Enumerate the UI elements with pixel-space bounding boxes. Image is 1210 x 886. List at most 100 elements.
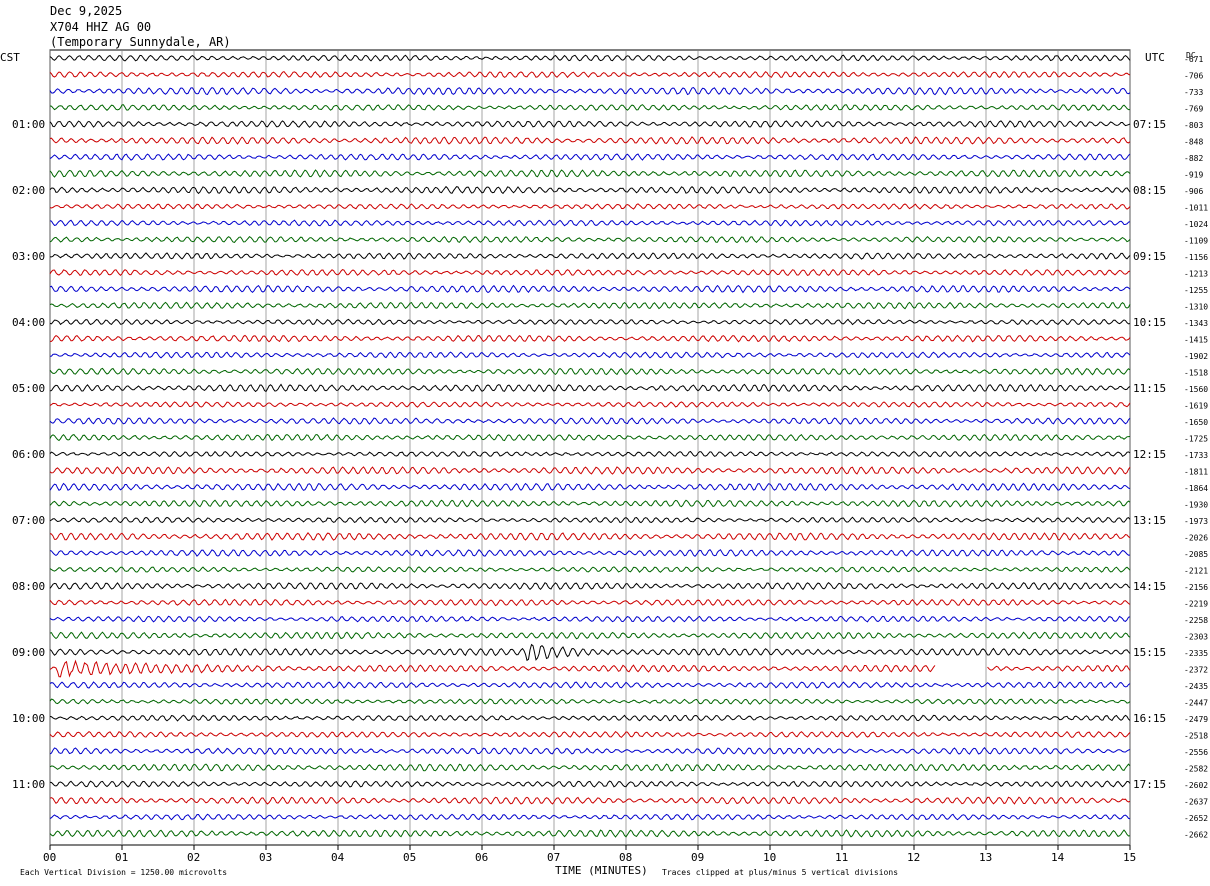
dc-offset-36: -2335 [1184,649,1208,658]
trace-16 [49,318,1131,326]
x-tick-label-12: 12 [907,851,920,864]
x-tick-label-00: 00 [43,851,56,864]
dc-offset-8: -906 [1184,187,1203,196]
dc-offset-12: -1156 [1184,253,1208,262]
trace-8 [49,185,1131,195]
scale-note: Each Vertical Division = 1250.00 microvo… [20,868,227,877]
trace-10 [49,219,1131,227]
trace-19 [49,367,1131,376]
left-hour-label-9: 10:00 [12,712,45,725]
dc-offset-45: -2637 [1184,798,1208,807]
x-tick-label-03: 03 [259,851,272,864]
dc-offset-2: -733 [1184,88,1203,97]
trace-37 [49,659,1131,678]
trace-15 [49,301,1131,310]
trace-46 [49,813,1131,821]
dc-offset-41: -2518 [1184,732,1208,741]
dc-offset-30: -2085 [1184,550,1208,559]
dc-offset-13: -1213 [1184,270,1208,279]
right-hour-label-4: 11:15 [1133,382,1166,395]
dc-offset-20: -1560 [1184,385,1208,394]
x-tick-label-02: 02 [187,851,200,864]
right-hour-label-5: 12:15 [1133,448,1166,461]
dc-offset-39: -2447 [1184,699,1208,708]
x-tick-label-07: 07 [547,851,560,864]
dc-offset-11: -1109 [1184,237,1208,246]
trace-42 [49,747,1131,755]
dc-offset-33: -2219 [1184,600,1208,609]
right-hour-label-6: 13:15 [1133,514,1166,527]
trace-29 [49,531,1131,542]
left-hour-label-7: 08:00 [12,580,45,593]
x-tick-label-15: 15 [1123,851,1136,864]
dc-offset-47: -2662 [1184,831,1208,840]
trace-17 [50,334,1131,343]
dc-offset-34: -2258 [1184,616,1208,625]
dc-offset-15: -1310 [1184,303,1208,312]
dc-offset-27: -1930 [1184,501,1208,510]
dc-offset-10: -1024 [1184,220,1208,229]
trace-28 [49,516,1131,524]
dc-offset-1: -706 [1184,72,1203,81]
x-tick-label-04: 04 [331,851,345,864]
dc-offset-25: -1811 [1184,468,1208,477]
trace-1 [49,70,1131,79]
trace-2 [49,86,1131,96]
right-hour-label-9: 16:15 [1133,712,1166,725]
x-axis-label: TIME (MINUTES) [555,864,648,877]
trace-34 [49,615,1131,623]
x-tick-label-06: 06 [475,851,488,864]
trace-38 [49,681,1131,689]
trace-35 [49,631,1131,640]
dc-offset-42: -2556 [1184,748,1208,757]
trace-7 [49,169,1131,178]
trace-13 [49,269,1131,277]
left-hour-label-5: 06:00 [12,448,45,461]
dc-offset-40: -2479 [1184,715,1208,724]
trace-21 [49,401,1131,408]
right-hour-label-1: 08:15 [1133,184,1166,197]
trace-4 [49,120,1131,128]
trace-11 [49,236,1131,244]
dc-offset-24: -1733 [1184,451,1208,460]
x-tick-label-01: 01 [115,851,128,864]
right-hour-label-0: 07:15 [1133,118,1166,131]
trace-24 [49,450,1131,458]
trace-3 [49,104,1130,111]
x-tick-label-09: 09 [691,851,704,864]
dc-offset-0: -671 [1184,55,1203,64]
trace-6 [49,153,1131,161]
trace-22 [49,417,1131,425]
trace-36 [49,643,1131,662]
dc-offset-22: -1650 [1184,418,1208,427]
dc-offset-4: -803 [1184,121,1203,130]
left-hour-label-6: 07:00 [12,514,45,527]
trace-40 [49,714,1131,722]
trace-26 [49,482,1131,492]
left-hour-label-10: 11:00 [12,778,45,791]
dc-offset-46: -2652 [1184,814,1208,823]
header-station: X704 HHZ AG 00 [50,20,152,34]
dc-offset-23: -1725 [1184,435,1208,444]
right-hour-label-7: 14:15 [1133,580,1166,593]
trace-45 [49,796,1131,805]
dc-offset-35: -2303 [1184,633,1208,642]
x-tick-label-05: 05 [403,851,416,864]
x-tick-label-14: 14 [1051,851,1065,864]
dc-offset-6: -882 [1184,154,1203,163]
header-date: Dec 9,2025 [50,4,123,18]
dc-offset-37: -2372 [1184,666,1208,675]
dc-offset-17: -1415 [1184,336,1208,345]
right-hour-label-8: 15:15 [1133,646,1166,659]
left-hour-label-0: 01:00 [12,118,45,131]
trace-27 [49,499,1131,508]
dc-offset-5: -848 [1184,138,1203,147]
trace-32 [49,582,1131,591]
seismic-traces [49,54,1131,838]
left-hour-label-4: 05:00 [12,382,45,395]
grid-lines [49,49,1131,850]
x-tick-label-11: 11 [835,851,848,864]
dc-offset-31: -2121 [1184,567,1208,576]
left-hour-label-2: 03:00 [12,250,45,263]
trace-9 [49,203,1131,210]
